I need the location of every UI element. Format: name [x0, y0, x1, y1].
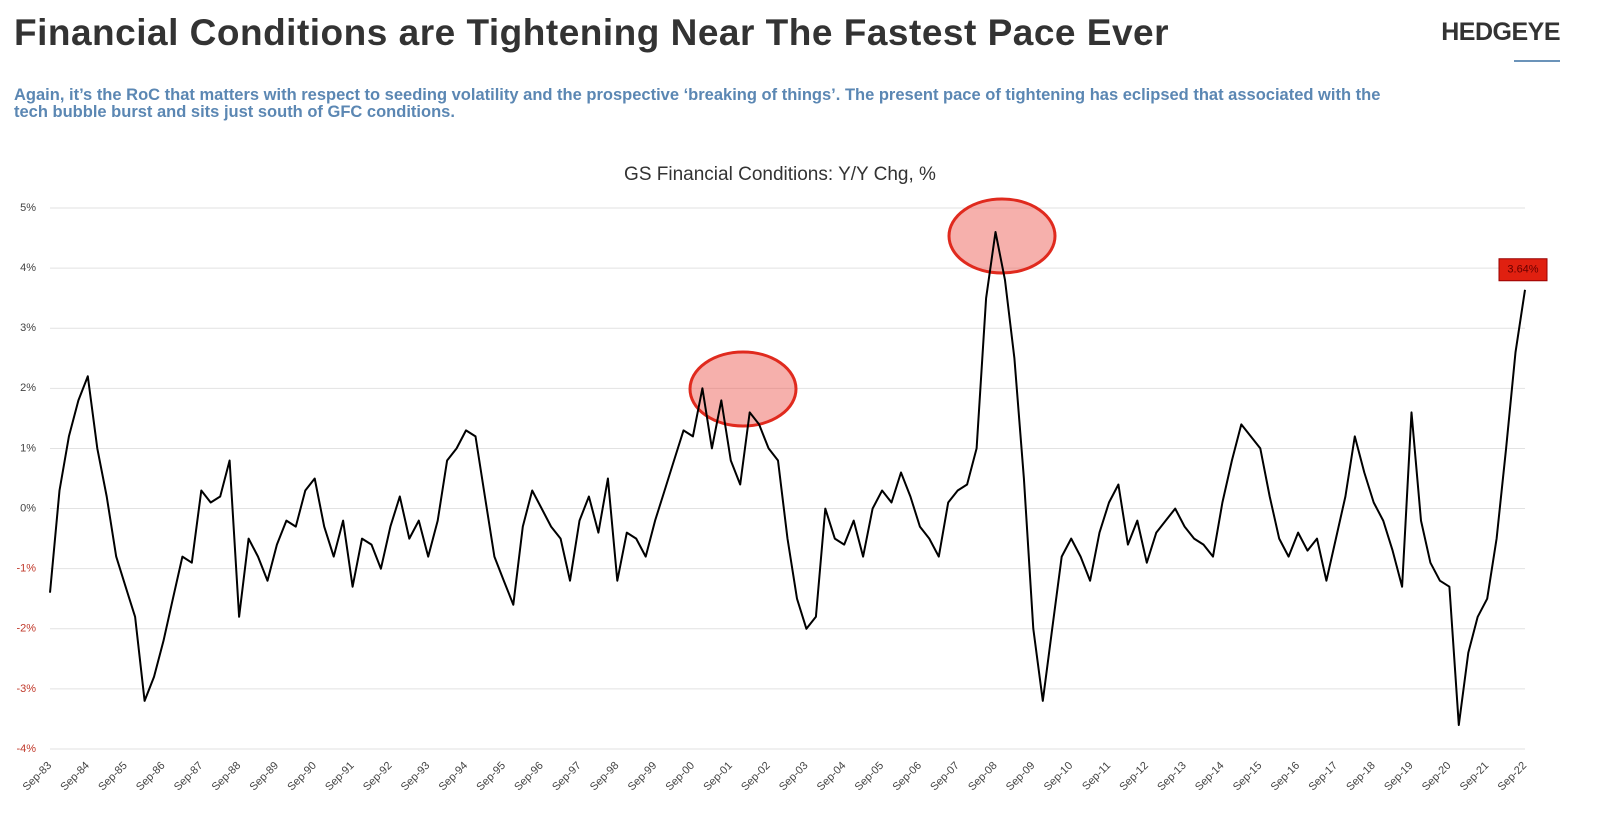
series-line: [49, 231, 1526, 726]
x-tick-label: Sep-05: [853, 760, 887, 794]
x-tick-label: Sep-99: [626, 760, 660, 794]
x-tick-label: Sep-87: [172, 760, 206, 794]
y-tick-label: 5%: [20, 202, 36, 214]
x-tick-label: Sep-91: [323, 760, 357, 794]
x-tick-label: Sep-94: [437, 760, 471, 794]
x-tick-label: Sep-06: [890, 760, 924, 794]
y-tick-label: 3%: [20, 322, 36, 334]
x-tick-label: Sep-15: [1231, 760, 1265, 794]
y-tick-label: 0%: [20, 502, 36, 514]
x-tick-label: Sep-84: [58, 760, 92, 794]
x-tick-label: Sep-14: [1193, 760, 1227, 794]
slide-title: Financial Conditions are Tightening Near…: [14, 12, 1170, 53]
x-tick-label: Sep-08: [966, 760, 1000, 794]
x-tick-label: Sep-93: [399, 760, 433, 794]
y-tick-label: 4%: [20, 262, 36, 274]
highlight-circle: [947, 197, 1057, 275]
y-tick-label: 2%: [20, 382, 36, 394]
subtitle: Again, it’s the RoC that matters with re…: [14, 86, 1381, 121]
x-tick-label: Sep-83: [21, 760, 55, 794]
x-tick-label: Sep-21: [1458, 760, 1492, 794]
value-label: 3.64%: [1507, 264, 1538, 276]
x-tick-label: Sep-17: [1306, 760, 1340, 794]
chart-title: GS Financial Conditions: Y/Y Chg, %: [624, 164, 936, 185]
grid: [50, 207, 1525, 750]
x-tick-label: Sep-00: [664, 760, 698, 794]
highlight-circle: [688, 350, 798, 428]
x-tick-label: Sep-89: [248, 760, 282, 794]
x-tick-label: Sep-97: [550, 760, 584, 794]
x-tick-label: Sep-11: [1080, 760, 1113, 793]
x-tick-label: Sep-12: [1117, 760, 1151, 794]
x-tick-label: Sep-07: [928, 760, 962, 794]
x-tick-label: Sep-16: [1269, 760, 1303, 794]
value-label-box: [1498, 258, 1548, 282]
x-tick-label: Sep-18: [1344, 760, 1378, 794]
x-tick-label: Sep-96: [512, 760, 546, 794]
x-tick-label: Sep-09: [1004, 760, 1038, 794]
x-tick-label: Sep-88: [210, 760, 244, 794]
x-tick-label: Sep-13: [1155, 760, 1189, 794]
x-tick-label: Sep-19: [1382, 760, 1416, 794]
x-tick-label: Sep-01: [701, 760, 735, 794]
x-tick-label: Sep-02: [739, 760, 773, 794]
x-tick-label: Sep-98: [588, 760, 622, 794]
x-tick-label: Sep-90: [285, 760, 319, 794]
y-tick-label: 1%: [20, 442, 36, 454]
x-tick-label: Sep-92: [361, 760, 395, 794]
x-tick-label: Sep-85: [96, 760, 130, 794]
y-tick-label: -4%: [16, 743, 36, 755]
x-tick-label: Sep-20: [1420, 760, 1454, 794]
x-tick-label: Sep-10: [1042, 760, 1076, 794]
x-tick-label: Sep-95: [474, 760, 508, 794]
x-tick-label: Sep-03: [777, 760, 811, 794]
y-tick-label: -2%: [16, 623, 36, 635]
y-tick-label: -3%: [16, 683, 36, 695]
logo: HEDGEYE: [1441, 18, 1560, 46]
y-tick-label: -1%: [16, 563, 36, 575]
x-tick-label: Sep-86: [134, 760, 168, 794]
logo-underline: [1514, 60, 1560, 62]
x-tick-label: Sep-22: [1496, 760, 1530, 794]
x-tick-label: Sep-04: [815, 760, 849, 794]
